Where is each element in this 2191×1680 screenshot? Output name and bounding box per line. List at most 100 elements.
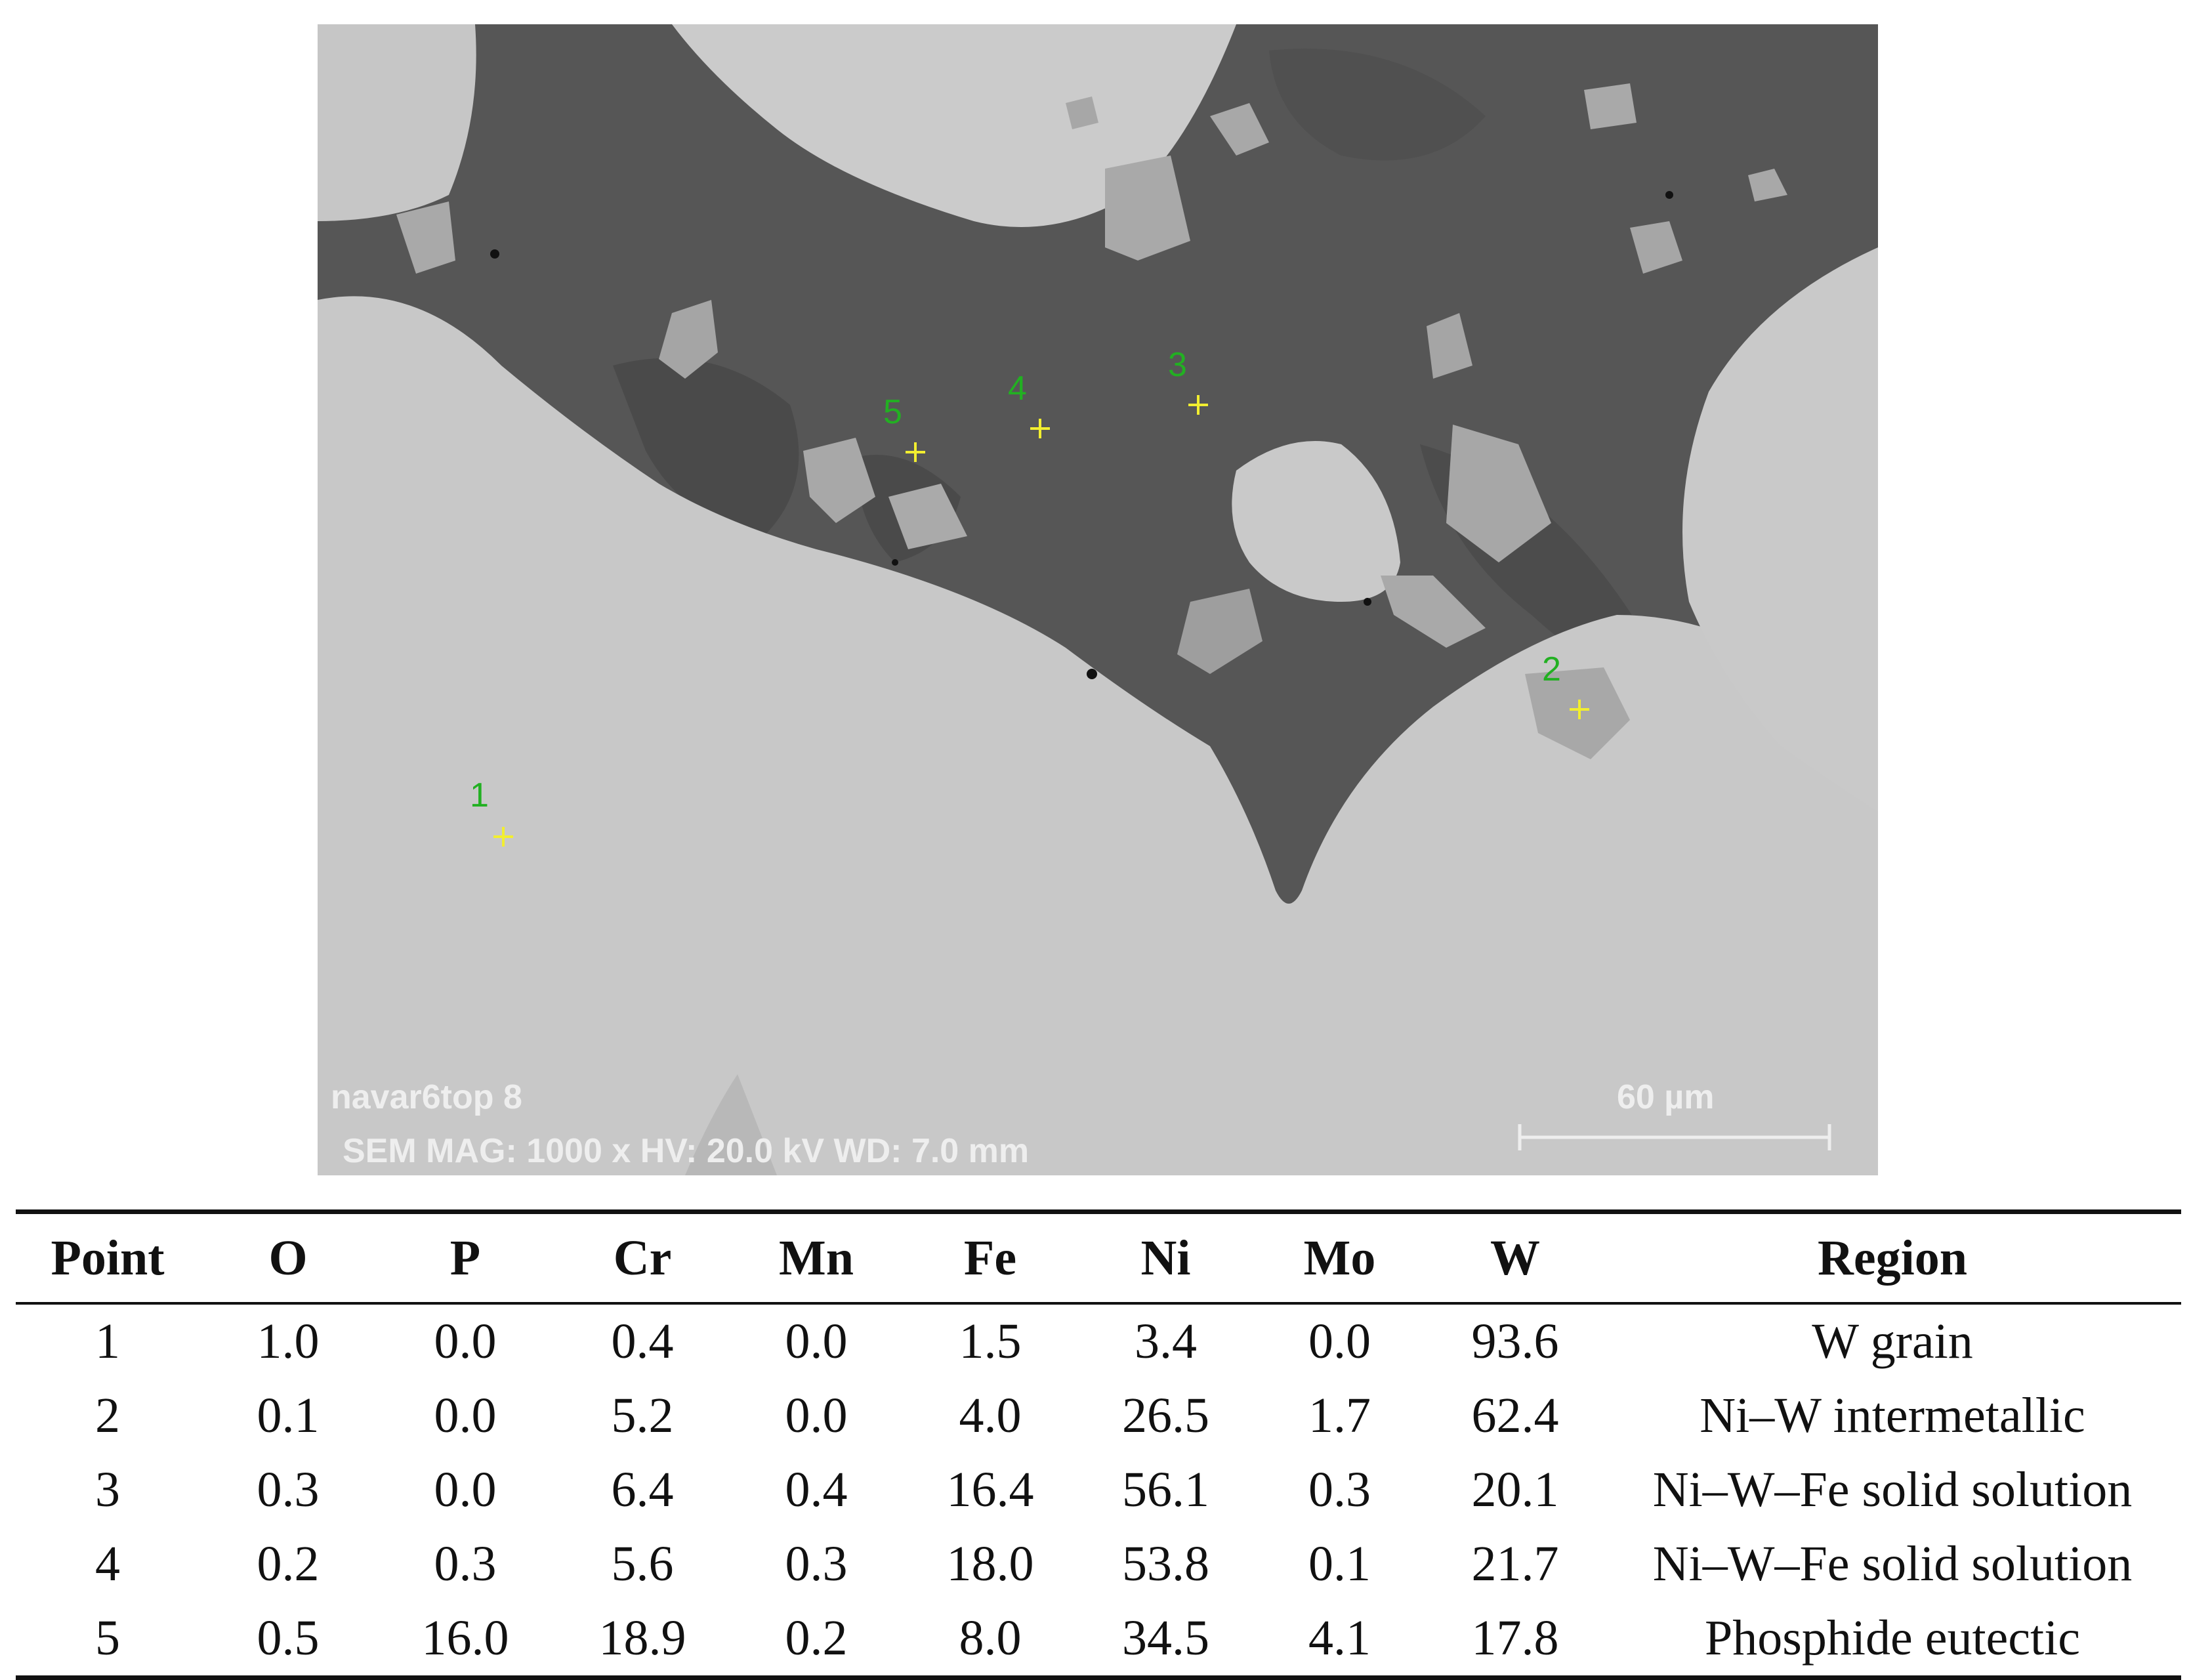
intermetallic-particle [1177, 589, 1262, 674]
cell: Ni–W–Fe solid solution [1652, 1536, 2133, 1591]
cell: 6.4 [611, 1462, 674, 1517]
intermetallic-particle [1427, 313, 1472, 379]
intermetallic-particle [396, 201, 455, 274]
dark-phase-region [613, 358, 799, 536]
cell: 53.8 [1122, 1536, 1209, 1591]
cell: 18.9 [554, 1601, 731, 1680]
svg-text:5: 5 [883, 393, 902, 431]
header-region: Region [1604, 1209, 2181, 1305]
intermetallic-particle [1066, 96, 1098, 129]
cell: 16.0 [377, 1601, 554, 1680]
svg-text:3: 3 [1168, 346, 1187, 384]
header-fe: Fe [902, 1209, 1079, 1305]
pore [1665, 191, 1673, 199]
cell: 93.6 [1471, 1314, 1559, 1369]
cell: 0.1 [1308, 1536, 1371, 1591]
pore [892, 559, 898, 566]
cell: Ni–W–Fe solid solution [1652, 1462, 2133, 1517]
intermetallic-particle [1210, 103, 1269, 156]
header-ni: Ni [1079, 1209, 1253, 1305]
header-p: P [377, 1209, 554, 1305]
cell: 62.4 [1471, 1388, 1559, 1443]
cell: 17.8 [1427, 1601, 1604, 1680]
table-header-row: Point O P Cr Mn Fe Ni Mo W Region [16, 1209, 2181, 1305]
svg-text:4: 4 [1008, 369, 1027, 408]
cell: 4.0 [959, 1388, 1022, 1443]
marker-4: 4 [1008, 369, 1050, 438]
marker-5: 5 [883, 393, 925, 462]
cell: 0.0 [785, 1314, 848, 1369]
cell: Phosphide eutectic [1604, 1601, 2181, 1680]
header-w: W [1427, 1209, 1604, 1305]
image-label: navar6top 8 [331, 1078, 522, 1116]
w-grain [672, 24, 1236, 227]
cell: 18.0 [946, 1536, 1034, 1591]
w-grain [318, 24, 476, 221]
table-row: 5 0.5 16.0 18.9 0.2 8.0 34.5 4.1 17.8 Ph… [16, 1601, 2181, 1680]
intermetallic-particle [1381, 576, 1486, 648]
cell: 0.4 [611, 1314, 674, 1369]
marker-2: 2 [1542, 650, 1589, 719]
eds-composition-table: Point O P Cr Mn Fe Ni Mo W Region 1 1.0 … [16, 1209, 2181, 1680]
pore [490, 249, 499, 259]
scale-bar-label: 60 µm [1617, 1078, 1714, 1116]
marker-3: 3 [1168, 346, 1208, 415]
cell: 0.0 [785, 1388, 848, 1443]
w-grain [1232, 441, 1400, 602]
w-grain [318, 296, 1878, 1175]
table-row: 2 0.1 0.0 5.2 0.0 4.0 26.5 1.7 62.4 Ni–W… [16, 1379, 2181, 1453]
cell: 0.0 [1308, 1314, 1371, 1369]
intermetallic-particle [1525, 667, 1630, 759]
cell: 20.1 [1471, 1462, 1559, 1517]
intermetallic-particle [1446, 425, 1551, 562]
cell: 5.6 [611, 1536, 674, 1591]
cell: 3 [95, 1462, 120, 1517]
marker-1: 1 [470, 776, 513, 847]
cell: 0.3 [785, 1536, 848, 1591]
cell: 26.5 [1122, 1388, 1209, 1443]
cell: 0.0 [434, 1388, 497, 1443]
cell: 0.2 [731, 1601, 902, 1680]
cell: 0.1 [257, 1388, 320, 1443]
cell: 5 [16, 1601, 199, 1680]
svg-text:1: 1 [470, 776, 489, 814]
intermetallic-particle [1105, 156, 1190, 261]
cell: 0.3 [257, 1462, 320, 1517]
cell: Ni–W intermetallic [1700, 1388, 2085, 1443]
intermetallic-particle [1630, 221, 1682, 274]
intermetallic-particle [1584, 83, 1637, 129]
cell: 4.1 [1253, 1601, 1427, 1680]
svg-text:2: 2 [1542, 650, 1561, 688]
cell: 2 [95, 1388, 120, 1443]
pore [1087, 669, 1097, 679]
sem-micrograph: 1 2 3 4 5 navar6top 8 SEM MAG: 1000 x HV… [318, 24, 1878, 1175]
cell: 1.5 [959, 1314, 1022, 1369]
pore [1364, 598, 1371, 606]
cell: 3.4 [1135, 1314, 1197, 1369]
cell: 1 [95, 1314, 120, 1369]
cell: 5.2 [611, 1388, 674, 1443]
cell: 0.0 [434, 1462, 497, 1517]
dark-phase-region [1269, 49, 1486, 161]
header-mn: Mn [731, 1209, 902, 1305]
cell: 1.7 [1308, 1388, 1371, 1443]
cell: 0.5 [199, 1601, 377, 1680]
cell: 1.0 [257, 1314, 320, 1369]
acquisition-info: SEM MAG: 1000 x HV: 20.0 kV WD: 7.0 mm [343, 1132, 1029, 1170]
cell: 0.2 [257, 1536, 320, 1591]
header-o: O [199, 1209, 377, 1305]
table-row: 1 1.0 0.0 0.4 0.0 1.5 3.4 0.0 93.6 W gra… [16, 1303, 2181, 1379]
intermetallic-particle [803, 438, 875, 523]
w-grain [685, 1074, 777, 1175]
cell: 0.4 [785, 1462, 848, 1517]
header-point: Point [16, 1209, 199, 1305]
header-mo: Mo [1253, 1209, 1427, 1305]
cell: 21.7 [1471, 1536, 1559, 1591]
cell: 0.3 [434, 1536, 497, 1591]
intermetallic-particle [888, 484, 967, 549]
table-row: 4 0.2 0.3 5.6 0.3 18.0 53.8 0.1 21.7 Ni–… [16, 1527, 2181, 1601]
cell: 0.3 [1308, 1462, 1371, 1517]
scale-bar [1518, 1124, 1831, 1150]
cell: 8.0 [902, 1601, 1079, 1680]
cell: 16.4 [946, 1462, 1034, 1517]
